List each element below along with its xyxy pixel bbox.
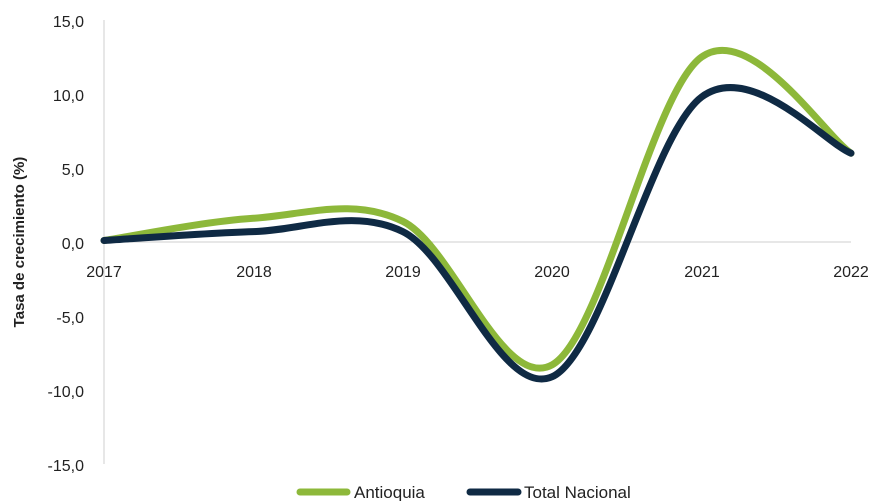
y-axis-title: Tasa de crecimiento (%) bbox=[11, 157, 28, 328]
x-tick-label: 2020 bbox=[534, 264, 570, 281]
x-tick-label: 2017 bbox=[86, 264, 122, 281]
y-tick-label: 0,0 bbox=[62, 236, 84, 253]
x-tick-label: 2021 bbox=[684, 264, 720, 281]
y-tick-label: 5,0 bbox=[62, 162, 84, 179]
y-tick-label: 10,0 bbox=[53, 88, 84, 105]
x-tick-label: 2022 bbox=[833, 264, 869, 281]
series-line-antioquia bbox=[100, 46, 855, 372]
legend-label-antioquia: Antioquia bbox=[354, 483, 425, 501]
legend-label-total-nacional: Total Nacional bbox=[524, 483, 631, 501]
y-tick-label: -5,0 bbox=[56, 310, 84, 327]
series-line-total-nacional bbox=[100, 84, 855, 383]
x-tick-label: 2019 bbox=[385, 264, 421, 281]
x-tick-label: 2018 bbox=[236, 264, 272, 281]
y-tick-label: -10,0 bbox=[48, 384, 85, 401]
y-tick-label: -15,0 bbox=[48, 458, 85, 475]
y-tick-label: 15,0 bbox=[53, 14, 84, 31]
legend: Antioquia Total Nacional bbox=[296, 483, 631, 501]
